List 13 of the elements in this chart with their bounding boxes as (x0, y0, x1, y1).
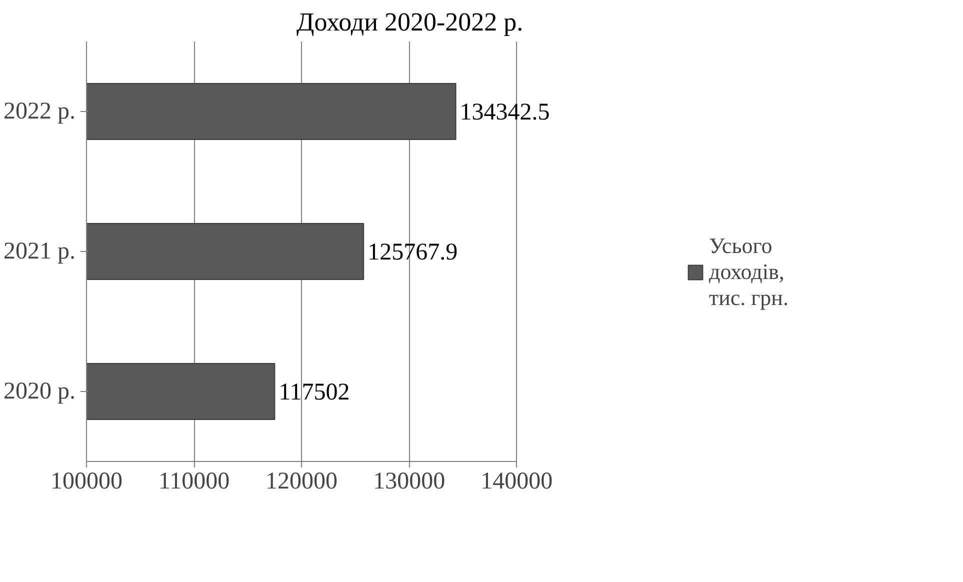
data-label: 134342.5 (460, 100, 550, 126)
x-tick-label: 140000 (480, 468, 553, 494)
x-tick-label: 120000 (266, 468, 338, 494)
data-label: 125767.9 (368, 240, 458, 266)
legend-label: Усього доходів, тис. грн. (709, 233, 788, 311)
data-label: 117502 (278, 380, 350, 406)
chart-title: Доходи 2020-2022 р. (296, 8, 524, 36)
x-tick-label: 100000 (50, 468, 122, 494)
x-tick-label: 130000 (373, 468, 446, 494)
y-tick-label: 2022 р. (4, 98, 76, 124)
x-tick-label: 110000 (158, 468, 230, 494)
y-tick-label: 2021 р. (4, 238, 76, 264)
y-tick-label: 2020 р. (4, 378, 76, 404)
